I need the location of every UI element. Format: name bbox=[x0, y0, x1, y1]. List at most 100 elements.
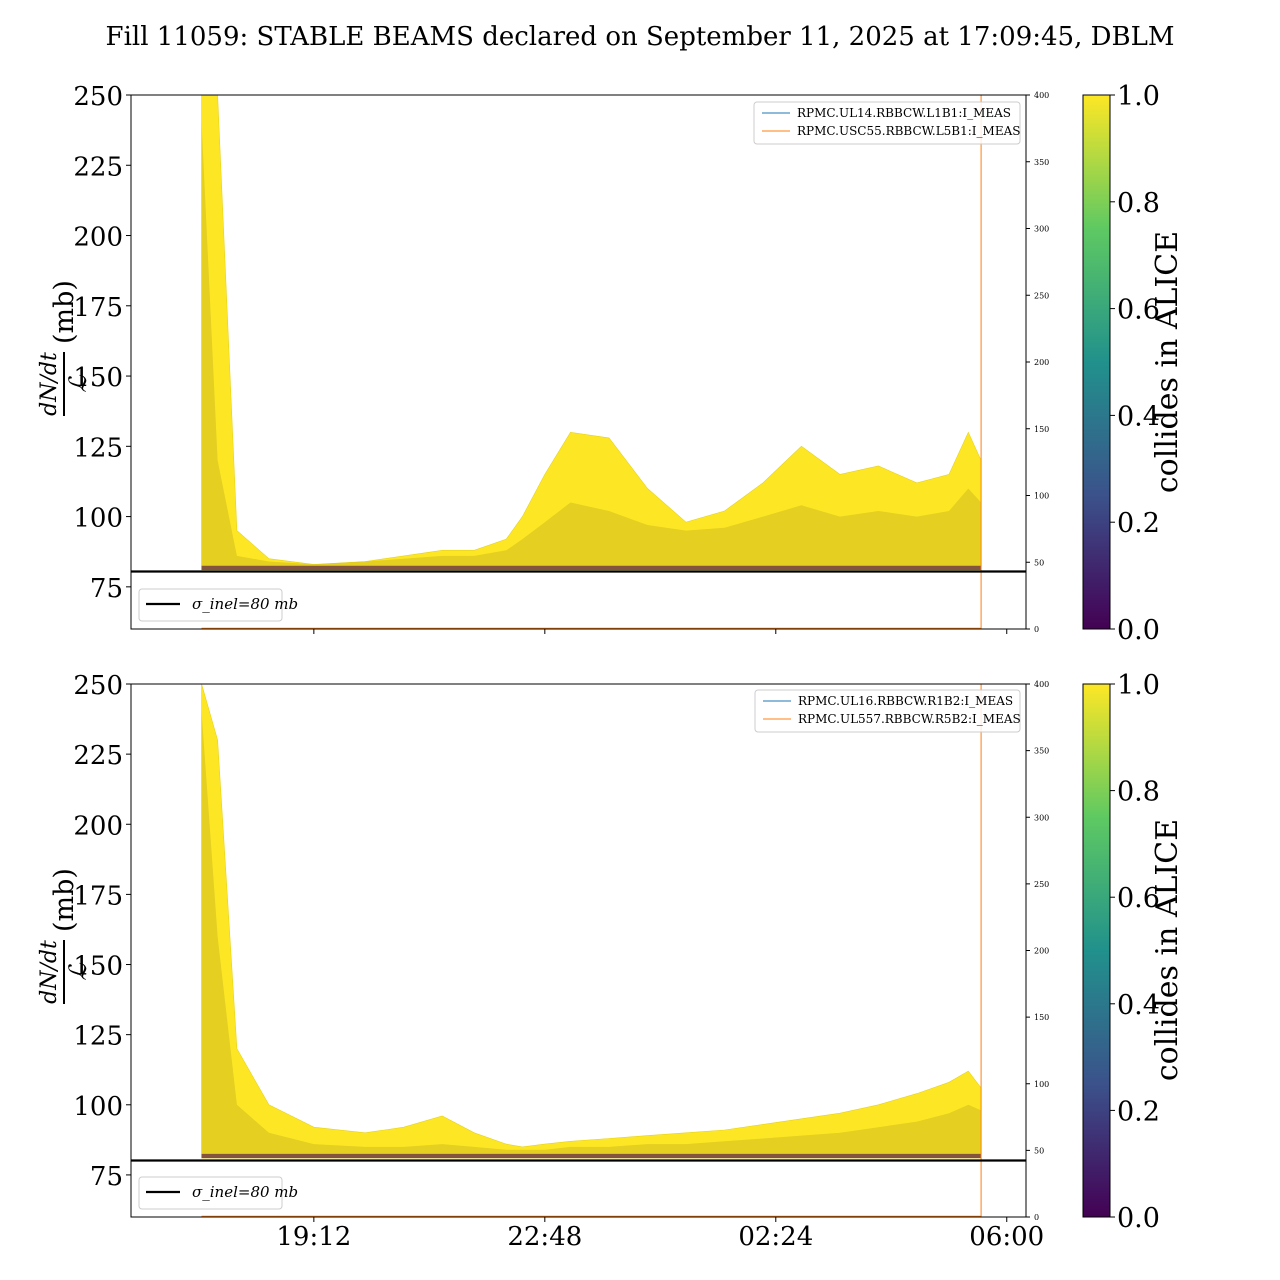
envelope-area bbox=[201, 95, 982, 571]
y2-tick-label: 350 bbox=[1034, 158, 1049, 167]
bottom-y-ticks: 75 100 125 150 175 200 225 250 bbox=[73, 671, 131, 1192]
y-tick-label: 150 bbox=[73, 363, 123, 393]
bottom-y2-ticks: 0 50 100 150 200 250 300 350 400 bbox=[1026, 680, 1049, 1222]
y-tick-label: 75 bbox=[90, 574, 123, 604]
colorbar-tick-label: 0.4 bbox=[1117, 401, 1160, 432]
envelope-area bbox=[201, 684, 982, 1159]
y-tick-label: 125 bbox=[73, 1022, 123, 1052]
y-tick-label: 75 bbox=[90, 1162, 123, 1192]
bottom-marks bbox=[201, 684, 982, 1217]
top-y-axis-label: dN/dt ℒ (mb) bbox=[37, 280, 92, 416]
top-ylabel-unit: (mb) bbox=[49, 280, 80, 344]
bottom-colorbar-ticks: 0.0 0.2 0.4 0.6 0.8 1.0 bbox=[1110, 670, 1160, 1234]
bottom-legend-entry-1: RPMC.UL16.RBBCW.R1B2:I_MEAS bbox=[798, 694, 1013, 708]
y2-tick-label: 400 bbox=[1034, 680, 1049, 689]
top-sigma-legend-label: σ_inel=80 mb bbox=[192, 595, 298, 613]
top-legend-entry-1: RPMC.UL14.RBBCW.L1B1:I_MEAS bbox=[797, 106, 1011, 120]
top-colorbar-label: collides in ALICE bbox=[1150, 231, 1185, 493]
bottom-ylabel-denominator: ℒ bbox=[64, 963, 92, 981]
colorbar-tick-label: 0.0 bbox=[1117, 1203, 1160, 1234]
top-series-legend-box bbox=[753, 101, 1021, 145]
bottom-sigma-legend-label: σ_inel=80 mb bbox=[192, 1183, 298, 1201]
y2-tick-label: 50 bbox=[1034, 558, 1044, 567]
colorbar-tick-label: 0.8 bbox=[1117, 188, 1160, 219]
top-y2-ticks: 0 50 100 150 200 250 300 350 400 bbox=[1026, 91, 1049, 634]
y-tick-label: 200 bbox=[73, 811, 123, 841]
bottom-plot-area bbox=[201, 684, 982, 1217]
bottom-legend-entry-2: RPMC.UL557.RBBCW.R5B2:I_MEAS bbox=[798, 712, 1021, 726]
y2-tick-label: 100 bbox=[1034, 1080, 1049, 1089]
bottom-ylabel-numerator: dN/dt bbox=[37, 940, 62, 1004]
bottom-panel: 75 100 125 150 175 200 225 250 0 50 100 150 200 250 3… bbox=[37, 670, 1185, 1252]
noncolliding-band bbox=[201, 1153, 982, 1159]
y2-tick-label: 0 bbox=[1034, 1213, 1039, 1222]
y2-tick-label: 300 bbox=[1034, 225, 1049, 234]
x-tick-label: 22:48 bbox=[507, 1222, 582, 1252]
y-tick-label: 250 bbox=[73, 671, 123, 701]
y-tick-label: 150 bbox=[73, 952, 123, 982]
y-tick-label: 175 bbox=[73, 293, 123, 323]
bottom-x-ticks: 19:12 22:48 02:24 06:00 bbox=[276, 1217, 1044, 1252]
top-colorbar-gradient bbox=[1082, 94, 1111, 630]
y-tick-label: 125 bbox=[73, 433, 123, 463]
y2-tick-label: 250 bbox=[1034, 880, 1049, 889]
bottom-sigma-legend-box bbox=[138, 1176, 283, 1210]
bottom-colorbar-label: collides in ALICE bbox=[1150, 819, 1185, 1081]
noncolliding-band bbox=[201, 565, 982, 570]
y2-tick-label: 350 bbox=[1034, 747, 1049, 756]
top-colorbar: 0.0 0.2 0.4 0.6 0.8 1.0 collides in ALICE bbox=[1082, 81, 1185, 646]
bottom-colorbar-gradient bbox=[1082, 683, 1111, 1218]
bottom-sigma-legend: σ_inel=80 mb bbox=[138, 1176, 298, 1210]
bottom-ylabel-unit: (mb) bbox=[49, 868, 80, 932]
top-marks bbox=[201, 95, 982, 629]
x-tick-label: 02:24 bbox=[738, 1222, 813, 1252]
top-y-ticks: 75 100 125 150 175 200 225 250 bbox=[73, 82, 131, 604]
figure-title: Fill 11059: STABLE BEAMS declared on Sep… bbox=[106, 22, 1175, 52]
y-tick-label: 225 bbox=[73, 741, 123, 771]
y-tick-label: 200 bbox=[73, 223, 123, 253]
y2-tick-label: 250 bbox=[1034, 291, 1049, 300]
bottom-y-axis-label: dN/dt ℒ (mb) bbox=[37, 868, 92, 1004]
y-tick-label: 100 bbox=[73, 1092, 123, 1122]
colorbar-tick-label: 0.6 bbox=[1117, 295, 1160, 326]
top-legend-entry-2: RPMC.USC55.RBBCW.L5B1:I_MEAS bbox=[797, 124, 1020, 138]
colorbar-tick-label: 0.2 bbox=[1117, 1096, 1160, 1127]
bottom-series-legend-box bbox=[754, 689, 1021, 733]
bottom-series-legend: RPMC.UL16.RBBCW.R1B2:I_MEAS RPMC.UL557.R… bbox=[754, 689, 1021, 733]
top-plot-area bbox=[201, 95, 982, 629]
y-tick-label: 175 bbox=[73, 881, 123, 911]
top-ylabel-numerator: dN/dt bbox=[37, 352, 62, 416]
top-series-legend: RPMC.UL14.RBBCW.L1B1:I_MEAS RPMC.USC55.R… bbox=[753, 101, 1021, 145]
top-sigma-legend-box bbox=[138, 588, 283, 622]
y2-tick-label: 50 bbox=[1034, 1146, 1044, 1155]
y2-tick-label: 200 bbox=[1034, 947, 1049, 956]
y-tick-label: 225 bbox=[73, 152, 123, 182]
colorbar-tick-label: 1.0 bbox=[1117, 670, 1160, 701]
colorbar-tick-label: 0.6 bbox=[1117, 883, 1160, 914]
bottom-colorbar: 0.0 0.2 0.4 0.6 0.8 1.0 collides in ALICE bbox=[1082, 670, 1185, 1234]
core-band-area bbox=[201, 712, 982, 1159]
y2-tick-label: 150 bbox=[1034, 425, 1049, 434]
y2-tick-label: 100 bbox=[1034, 492, 1049, 501]
y-tick-label: 100 bbox=[73, 504, 123, 534]
y-tick-label: 250 bbox=[73, 82, 123, 112]
y2-tick-label: 200 bbox=[1034, 358, 1049, 367]
x-tick-label: 06:00 bbox=[969, 1222, 1044, 1252]
y2-tick-label: 150 bbox=[1034, 1013, 1049, 1022]
colorbar-tick-label: 0.2 bbox=[1117, 508, 1160, 539]
colorbar-tick-label: 1.0 bbox=[1117, 81, 1160, 112]
y2-tick-label: 400 bbox=[1034, 91, 1049, 100]
y2-tick-label: 0 bbox=[1034, 625, 1039, 634]
y2-tick-label: 300 bbox=[1034, 813, 1049, 822]
top-sigma-legend: σ_inel=80 mb bbox=[138, 588, 298, 622]
top-panel: 75 100 125 150 175 200 225 250 0 50 100 150 200 250 3… bbox=[37, 81, 1185, 646]
top-colorbar-ticks: 0.0 0.2 0.4 0.6 0.8 1.0 bbox=[1110, 81, 1160, 646]
core-band-area bbox=[201, 123, 982, 570]
top-ylabel-denominator: ℒ bbox=[64, 375, 92, 393]
colorbar-tick-label: 0.4 bbox=[1117, 990, 1160, 1021]
colorbar-tick-label: 0.0 bbox=[1117, 615, 1160, 646]
top-x-ticks bbox=[313, 629, 1008, 634]
x-tick-label: 19:12 bbox=[276, 1222, 351, 1252]
colorbar-tick-label: 0.8 bbox=[1117, 777, 1160, 808]
